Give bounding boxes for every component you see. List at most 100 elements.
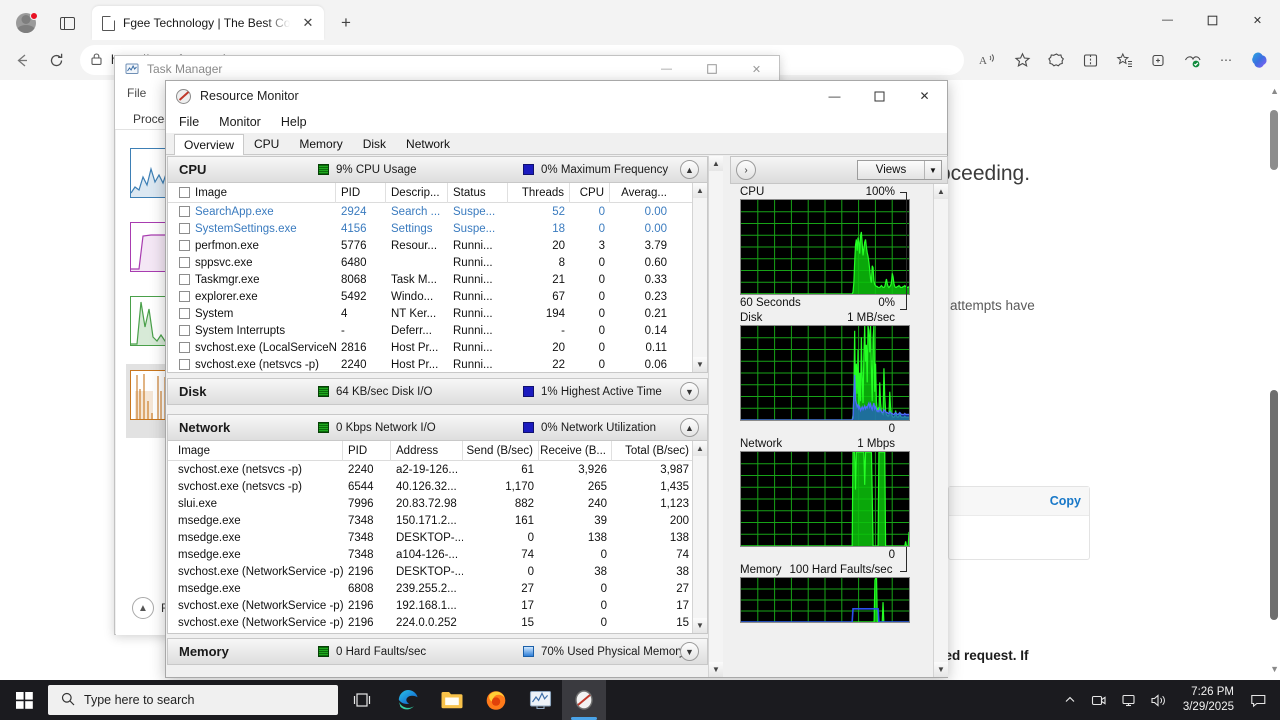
- network-table-scrollbar[interactable]: ▲ ▼: [692, 441, 707, 633]
- scroll-up-arrow[interactable]: ▲: [693, 183, 707, 198]
- row-checkbox[interactable]: [179, 359, 190, 370]
- row-checkbox[interactable]: [179, 274, 190, 285]
- close-tab-button[interactable]: ✕: [302, 15, 314, 30]
- cpu-collapse-toggle[interactable]: ▲: [680, 160, 699, 179]
- new-tab-button[interactable]: +: [341, 13, 351, 32]
- scroll-track[interactable]: [693, 198, 707, 357]
- expand-pane-icon[interactable]: ›: [736, 160, 756, 180]
- scroll-down-arrow[interactable]: ▼: [693, 357, 707, 372]
- col-receive[interactable]: Receive (B...: [539, 441, 612, 461]
- col-status[interactable]: Status: [448, 183, 508, 203]
- row-checkbox[interactable]: [179, 240, 190, 251]
- table-row[interactable]: svchost.exe (NetworkService -p) 2196 192.1…: [168, 597, 707, 614]
- table-row[interactable]: slui.exe 7996 20.83.72.98 882 240 1,123: [168, 495, 707, 512]
- copilot-icon[interactable]: [1244, 45, 1274, 75]
- volume-icon[interactable]: [1145, 680, 1173, 720]
- scroll-up-arrow[interactable]: ▲: [709, 156, 723, 171]
- favorites-list-icon[interactable]: [1108, 44, 1140, 76]
- browser-essentials-icon[interactable]: [1040, 44, 1072, 76]
- task-view-icon[interactable]: [338, 680, 386, 720]
- row-checkbox[interactable]: [179, 342, 190, 353]
- clock[interactable]: 7:26 PM 3/29/2025: [1175, 680, 1242, 720]
- graph-pane-scrollbar[interactable]: ▲ ▼: [933, 184, 948, 677]
- table-row[interactable]: msedge.exe 7348 150.171.2... 161 39 200: [168, 512, 707, 529]
- row-checkbox[interactable]: [179, 206, 190, 217]
- network-icon[interactable]: [1115, 680, 1143, 720]
- browser-tab[interactable]: Fgee Technology | The Best Com ✕: [92, 6, 324, 40]
- table-row[interactable]: msedge.exe 7348 DESKTOP-... 0 138 138: [168, 529, 707, 546]
- col-address[interactable]: Address: [391, 441, 463, 461]
- disk-expand-toggle[interactable]: ▼: [680, 382, 699, 401]
- col-threads[interactable]: Threads: [508, 183, 570, 203]
- col-average[interactable]: Averag...: [621, 186, 667, 199]
- col-pid[interactable]: PID: [343, 441, 391, 461]
- scrollbar-thumb-secondary[interactable]: [1270, 390, 1278, 620]
- browser-minimize-button[interactable]: —: [1162, 14, 1173, 26]
- row-checkbox[interactable]: [179, 223, 190, 234]
- rm-minimize-button[interactable]: —: [828, 89, 841, 103]
- scroll-down-arrow[interactable]: ▼: [1270, 664, 1279, 674]
- table-row[interactable]: svchost.exe (netsvcs -p) 2240 a2-19-126...…: [168, 461, 707, 478]
- col-send[interactable]: Send (B/sec): [463, 441, 539, 461]
- refresh-icon[interactable]: [40, 44, 72, 76]
- tab-overview[interactable]: Overview: [174, 134, 245, 155]
- table-row[interactable]: sppsvc.exe 6480 Runni... 8 0 0.60: [168, 254, 707, 271]
- scroll-up-arrow[interactable]: ▲: [934, 184, 948, 199]
- memory-section-header[interactable]: Memory 0 Hard Faults/sec 70% Used Physic…: [167, 638, 708, 665]
- rm-menu-help[interactable]: Help: [280, 115, 307, 129]
- browser-close-button[interactable]: ✕: [1252, 14, 1263, 27]
- col-pid[interactable]: PID: [336, 183, 386, 203]
- resource-monitor-window[interactable]: Resource Monitor — ✕ File Monitor Help O…: [165, 80, 948, 678]
- select-all-checkbox[interactable]: [179, 187, 190, 198]
- scroll-down-arrow[interactable]: ▼: [693, 618, 707, 633]
- taskbar-firefox-icon[interactable]: [474, 680, 518, 720]
- network-collapse-toggle[interactable]: ▲: [680, 418, 699, 437]
- split-screen-icon[interactable]: [1074, 44, 1106, 76]
- pane-splitter[interactable]: [723, 156, 730, 677]
- cpu-table-scrollbar[interactable]: ▲ ▼: [692, 183, 707, 372]
- col-description[interactable]: Descrip...: [386, 183, 448, 203]
- network-process-table[interactable]: Image PID Address Send (B/sec) Receive (…: [167, 441, 708, 634]
- col-total[interactable]: Total (B/sec): [625, 444, 689, 457]
- tab-actions-icon[interactable]: [52, 6, 82, 40]
- notification-icon[interactable]: [1244, 680, 1272, 720]
- table-row[interactable]: svchost.exe (NetworkService -p) 2196 DESKT…: [168, 563, 707, 580]
- favorite-star-icon[interactable]: [1006, 44, 1038, 76]
- table-row[interactable]: explorer.exe 5492 Windo... Runni... 67 0 0.23: [168, 288, 707, 305]
- collections-icon[interactable]: [1142, 44, 1174, 76]
- page-scrollbar[interactable]: ▲ ▼: [1266, 80, 1280, 680]
- disk-section-header[interactable]: Disk 64 KB/sec Disk I/O 1% Highest Activ…: [167, 378, 708, 405]
- tm-close-button[interactable]: ✕: [751, 63, 762, 76]
- tm-menu-file[interactable]: File: [127, 86, 147, 100]
- table-row[interactable]: System Interrupts - Deferr... Runni... -0 0.1…: [168, 322, 707, 339]
- table-row[interactable]: svchost.exe (NetworkService -p) 2196 224.0…: [168, 614, 707, 631]
- taskbar-file-explorer-icon[interactable]: [430, 680, 474, 720]
- views-dropdown[interactable]: Views ▼: [857, 160, 942, 180]
- copy-button[interactable]: Copy: [1049, 494, 1081, 508]
- taskbar-resource-monitor-icon[interactable]: [562, 680, 606, 720]
- rm-close-button[interactable]: ✕: [919, 89, 930, 103]
- tab-cpu[interactable]: CPU: [254, 137, 280, 151]
- table-row[interactable]: svchost.exe (LocalServiceNo... 2816 Host P…: [168, 339, 707, 356]
- table-row[interactable]: System 4 NT Ker... Runni... 194 0 0.21: [168, 305, 707, 322]
- browser-maximize-button[interactable]: [1190, 0, 1235, 40]
- more-options-icon[interactable]: ⋯: [1220, 53, 1232, 67]
- row-checkbox[interactable]: [179, 325, 190, 336]
- row-checkbox[interactable]: [179, 308, 190, 319]
- left-pane-scrollbar[interactable]: ▲ ▼: [708, 156, 723, 677]
- table-row[interactable]: svchost.exe (netsvcs -p) 6544 40.126.32...…: [168, 478, 707, 495]
- browser-health-icon[interactable]: [1176, 44, 1208, 76]
- show-hidden-icons-button[interactable]: [1057, 680, 1083, 720]
- scroll-up-arrow[interactable]: ▲: [1270, 86, 1279, 96]
- table-row[interactable]: SystemSettings.exe 4156 Settings Suspe... 18…: [168, 220, 707, 237]
- scroll-track[interactable]: [693, 456, 707, 618]
- table-row[interactable]: perfmon.exe 5776 Resour... Runni... 20 3 3.79: [168, 237, 707, 254]
- col-cpu[interactable]: CPU: [570, 183, 610, 203]
- table-row[interactable]: msedge.exe 7348 a104-126-... 74 0 74: [168, 546, 707, 563]
- rm-menu-monitor[interactable]: Monitor: [219, 115, 261, 129]
- read-aloud-icon[interactable]: A: [972, 44, 1004, 76]
- cpu-section-header[interactable]: CPU 9% CPU Usage 0% Maximum Frequency ▲: [167, 156, 708, 183]
- back-icon[interactable]: [6, 44, 38, 76]
- tm-minimize-button[interactable]: —: [661, 63, 672, 75]
- table-row[interactable]: SearchApp.exe 2924 Search ... Suspe... 52 0 0.…: [168, 203, 707, 220]
